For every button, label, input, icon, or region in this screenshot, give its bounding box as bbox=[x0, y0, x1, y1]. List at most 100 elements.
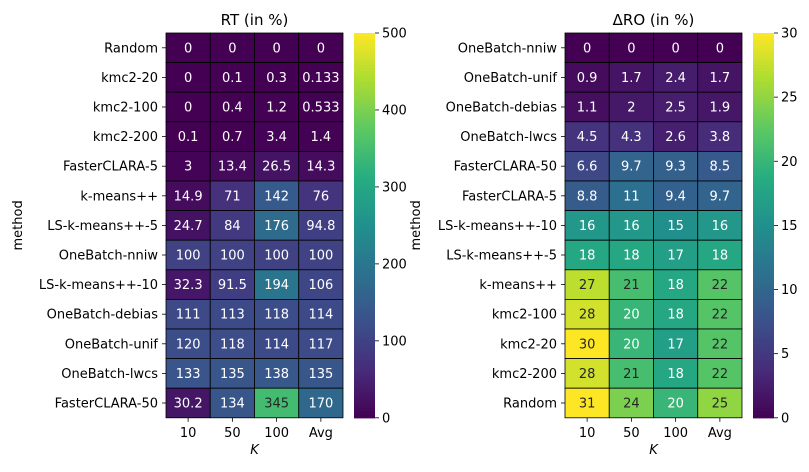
y-tick-label: OneBatch-debias bbox=[446, 101, 558, 116]
colorbar-segment bbox=[753, 58, 774, 63]
colorbar-segment bbox=[354, 122, 375, 127]
cell-value-label: 18 bbox=[667, 367, 684, 382]
x-tick-label: 10 bbox=[579, 426, 596, 441]
heatmap-cell bbox=[653, 358, 699, 389]
colorbar-segment bbox=[753, 337, 774, 342]
colorbar-segment bbox=[753, 183, 774, 188]
colorbar-segment bbox=[354, 193, 375, 198]
y-tick-label: kmc2-200 bbox=[492, 367, 557, 382]
cell-value-label: 0.1 bbox=[178, 130, 199, 145]
colorbar-segment bbox=[753, 292, 774, 297]
chart-title: RT (in %) bbox=[221, 11, 289, 29]
colorbar-segment bbox=[354, 52, 375, 57]
cell-value-label: 0 bbox=[583, 41, 591, 56]
colorbar-segment bbox=[753, 148, 774, 153]
heatmap-cell bbox=[209, 387, 255, 419]
y-tick-label: OneBatch-lwcs bbox=[61, 367, 158, 382]
cell-value-label: 13.4 bbox=[218, 160, 247, 175]
cell-value-label: 2.4 bbox=[665, 71, 686, 86]
colorbar-segment bbox=[753, 305, 774, 310]
colorbar-segment bbox=[753, 170, 774, 175]
cell-value-label: 76 bbox=[313, 189, 330, 204]
cell-value-label: 22 bbox=[712, 308, 729, 323]
colorbar-segment bbox=[753, 244, 774, 249]
cell-value-label: 135 bbox=[220, 367, 245, 382]
colorbar-segment bbox=[354, 254, 375, 259]
x-axis-label: K bbox=[250, 443, 260, 458]
y-tick-label: LS-k-means++-5 bbox=[47, 219, 158, 234]
colorbar-segment bbox=[354, 324, 375, 329]
colorbar-segment bbox=[354, 145, 375, 150]
colorbar-segment bbox=[354, 382, 375, 387]
heatmap-cell bbox=[165, 180, 211, 212]
colorbar-segment bbox=[354, 273, 375, 278]
colorbar-tick-label: 400 bbox=[382, 103, 407, 118]
cell-value-label: 100 bbox=[308, 249, 333, 264]
cell-value-label: 9.7 bbox=[621, 160, 642, 175]
colorbar-segment bbox=[354, 65, 375, 69]
colorbar-segment bbox=[354, 215, 375, 220]
colorbar-segment bbox=[753, 151, 774, 156]
colorbar-segment bbox=[354, 154, 375, 159]
cell-value-label: 71 bbox=[224, 189, 241, 204]
colorbar-segment bbox=[753, 235, 774, 239]
colorbar-segment bbox=[354, 158, 375, 162]
cell-value-label: 117 bbox=[308, 337, 333, 352]
cell-value-label: 24 bbox=[623, 397, 640, 412]
colorbar-segment bbox=[354, 401, 375, 406]
heatmap-cell bbox=[608, 239, 654, 271]
colorbar-segment bbox=[753, 398, 774, 403]
heatmap-cell bbox=[209, 328, 255, 360]
heatmap-cell bbox=[298, 32, 344, 64]
colorbar-segment bbox=[753, 225, 774, 230]
heatmap-cell bbox=[653, 298, 699, 330]
colorbar-segment bbox=[354, 241, 375, 246]
colorbar-tick-label: 30 bbox=[781, 27, 798, 42]
colorbar-segment bbox=[354, 247, 375, 252]
colorbar-segment bbox=[753, 366, 774, 371]
colorbar-segment bbox=[753, 119, 774, 124]
colorbar-segment bbox=[354, 334, 375, 339]
cell-value-label: 16 bbox=[623, 219, 640, 234]
y-tick-label: FasterCLARA-50 bbox=[55, 397, 158, 412]
heatmap-cell bbox=[209, 121, 255, 152]
cell-value-label: 1.9 bbox=[710, 101, 731, 116]
heatmap-cell bbox=[254, 180, 300, 212]
colorbar-segment bbox=[753, 138, 774, 143]
x-tick-label: Avg bbox=[708, 426, 732, 441]
cell-value-label: 133 bbox=[176, 367, 201, 382]
cell-value-label: 9.7 bbox=[710, 189, 731, 204]
colorbar-segment bbox=[753, 414, 774, 419]
colorbar-segment bbox=[354, 292, 375, 297]
y-tick-label: Random bbox=[104, 41, 158, 56]
heatmap-cell bbox=[697, 269, 743, 300]
colorbar-segment bbox=[753, 109, 774, 114]
colorbar-segment bbox=[753, 334, 774, 339]
colorbar-segment bbox=[354, 414, 375, 419]
heatmap-cell bbox=[564, 328, 610, 360]
heatmap-cell bbox=[697, 150, 743, 182]
colorbar-segment bbox=[753, 209, 774, 214]
cell-value-label: 24.7 bbox=[174, 219, 203, 234]
heatmap-cell bbox=[608, 210, 654, 241]
x-axis-label: K bbox=[649, 443, 659, 458]
colorbar-tick-label: 0 bbox=[382, 411, 390, 426]
colorbar-segment bbox=[753, 164, 774, 169]
colorbar-segment bbox=[753, 231, 774, 236]
colorbar-segment bbox=[354, 363, 375, 368]
colorbar-segment bbox=[354, 81, 375, 85]
y-tick-label: kmc2-20 bbox=[101, 71, 158, 86]
colorbar-segment bbox=[753, 167, 774, 172]
colorbar-segment bbox=[354, 42, 375, 47]
colorbar-segment bbox=[753, 113, 774, 117]
heatmap-panel-1: RT (in %) 0 0 0 0 0 0.1 0.3 0.133 0 0.4 1.2 0.533 0.1… bbox=[11, 11, 407, 458]
heatmap-cell bbox=[298, 269, 344, 300]
colorbar-segment bbox=[354, 376, 375, 380]
colorbar-segment bbox=[753, 154, 774, 159]
cell-value-label: 1.4 bbox=[311, 130, 332, 145]
colorbar-segment bbox=[753, 212, 774, 217]
cell-value-label: 15 bbox=[667, 219, 684, 234]
cell-value-label: 28 bbox=[579, 367, 596, 382]
colorbar-segment bbox=[753, 238, 774, 243]
cell-value-label: 0 bbox=[184, 41, 192, 56]
